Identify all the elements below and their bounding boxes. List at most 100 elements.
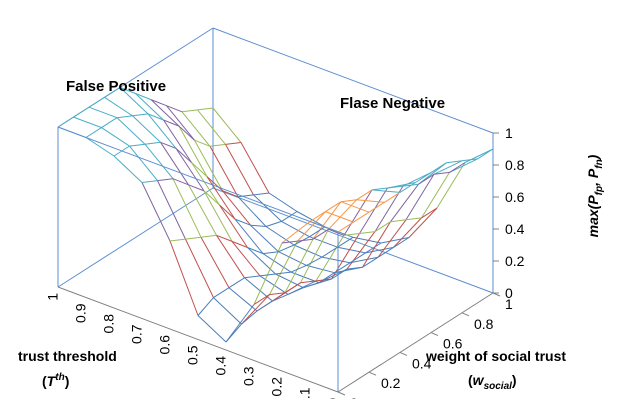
y-tick-mark xyxy=(461,312,470,317)
surface-mesh-segment xyxy=(390,183,419,222)
chart-box-back-edges xyxy=(57,27,494,294)
surface-mesh-segment xyxy=(157,178,174,182)
surface-mesh-segment xyxy=(188,184,205,192)
surface-mesh-segment xyxy=(368,201,385,213)
surface-mesh-segment xyxy=(181,109,198,113)
surface-mesh-segment xyxy=(222,190,251,226)
box-back-edge xyxy=(57,187,214,288)
surface-mesh-segment xyxy=(178,125,208,177)
surface-mesh-segment xyxy=(203,190,233,242)
surface-mesh-segment xyxy=(278,251,307,266)
surface-mesh-segment xyxy=(343,189,373,236)
z-tick-label: 0.4 xyxy=(505,221,525,237)
surface-mesh-segment xyxy=(185,238,214,298)
surface-mesh-segment xyxy=(262,253,292,273)
surface-mesh-segment xyxy=(346,231,376,270)
surface-mesh-segment xyxy=(421,172,450,219)
surface-mesh-segment xyxy=(147,113,177,149)
surface-mesh-segment xyxy=(163,119,192,163)
surface-mesh-segment xyxy=(325,211,354,223)
surface-mesh-segment xyxy=(240,142,270,194)
box-front-edge xyxy=(57,126,339,233)
surface-mesh-segment xyxy=(371,189,401,193)
chart-box-front-edges xyxy=(57,126,494,393)
surface-mesh-segment xyxy=(340,201,370,213)
surface-mesh-segment xyxy=(436,162,466,209)
surface-mesh-segment xyxy=(144,143,174,180)
y-tick-mark xyxy=(430,332,439,337)
surface-mesh-segment xyxy=(101,127,130,147)
surface-mesh-segment xyxy=(384,191,401,203)
annotation-false-positive: False Positive xyxy=(66,78,166,95)
surface-mesh-segment xyxy=(241,310,258,325)
surface-mesh-segment xyxy=(337,246,366,254)
surface-mesh-segment xyxy=(132,115,161,143)
surface-mesh-segment xyxy=(197,315,227,343)
surface-mesh-segment xyxy=(253,294,270,305)
surface-mesh-segment xyxy=(387,185,404,189)
surface-mesh-segment xyxy=(365,246,394,254)
surface-mesh-segment xyxy=(399,182,416,193)
surface-mesh-segment xyxy=(265,220,282,227)
surface-mesh-segment xyxy=(359,231,376,234)
x-tick-label: 0.4 xyxy=(213,356,229,376)
surface-mesh-segment xyxy=(250,224,267,227)
surface-mesh-segment xyxy=(337,236,354,248)
surface-mesh-segment xyxy=(113,155,143,183)
surface-mesh-segment xyxy=(421,207,438,219)
surface-mesh-segment xyxy=(290,264,307,273)
surface-mesh-segment xyxy=(328,199,357,230)
x-tick-label: 0.1 xyxy=(297,387,313,399)
surface-mesh-segment xyxy=(284,282,301,294)
surface-mesh-segment xyxy=(194,139,223,191)
surface-mesh-segment xyxy=(328,228,345,236)
y-tick-mark xyxy=(368,371,377,376)
surface-mesh-segment xyxy=(216,234,233,242)
surface-mesh-segment xyxy=(231,241,261,277)
surface-mesh-segment xyxy=(393,217,422,248)
surface-mesh-segment xyxy=(318,272,335,284)
y-tick-mark xyxy=(399,351,408,356)
surface-mesh-segment xyxy=(228,277,245,289)
surface-mesh-segment xyxy=(57,116,74,128)
z-tick-label: 0.6 xyxy=(505,189,525,205)
surface-mesh-segment xyxy=(315,278,332,282)
surface-mesh-segment xyxy=(446,160,463,164)
surface-mesh-segment xyxy=(359,187,388,234)
surface-mesh-segment xyxy=(132,113,149,117)
x-axis-symbol: (Tth) xyxy=(42,372,69,389)
x-tick-label: 0.8 xyxy=(101,314,117,334)
floor-axis-line xyxy=(57,286,339,393)
surface-mesh-segment xyxy=(244,275,261,279)
surface-mesh-segment xyxy=(275,273,304,289)
surface-mesh-segment xyxy=(172,178,202,238)
surface-mesh-segment xyxy=(213,297,242,325)
surface-mesh-segment xyxy=(352,236,382,244)
surface-mesh-segment xyxy=(371,187,388,191)
surface-mesh-segment xyxy=(464,148,494,163)
y-tick-label: 0.4 xyxy=(412,355,432,371)
surface-mesh-segment xyxy=(141,180,158,183)
surface-mesh-segment xyxy=(281,221,311,244)
z-tick-label: 1 xyxy=(505,125,513,141)
surface-mesh-segment xyxy=(321,246,338,258)
surface-mesh-segment xyxy=(160,142,189,186)
z-tick-label: 0.8 xyxy=(505,157,525,173)
surface-mesh-segment xyxy=(237,196,267,227)
surface-mesh-segment xyxy=(203,190,220,206)
surface-mesh-segment xyxy=(365,242,382,254)
surface-mesh-segment xyxy=(259,273,276,277)
surface-mesh-segment xyxy=(461,158,478,162)
x-tick-label: 1 xyxy=(45,293,61,301)
surface-mesh-segment xyxy=(147,113,164,121)
surface-mesh-segment xyxy=(234,218,264,254)
surface-mesh-segment xyxy=(362,256,379,268)
surface-mesh-segment xyxy=(169,240,199,316)
surface-mesh-segment xyxy=(104,86,121,98)
y-axis-ticks: 0 0.2 0.4 0.6 0.8 1 xyxy=(337,292,513,399)
surface-mesh-segment xyxy=(356,189,373,201)
surface-mesh-segment xyxy=(241,294,270,325)
y-tick-label: 0 xyxy=(350,395,358,399)
surface-mesh-segment xyxy=(281,240,298,244)
